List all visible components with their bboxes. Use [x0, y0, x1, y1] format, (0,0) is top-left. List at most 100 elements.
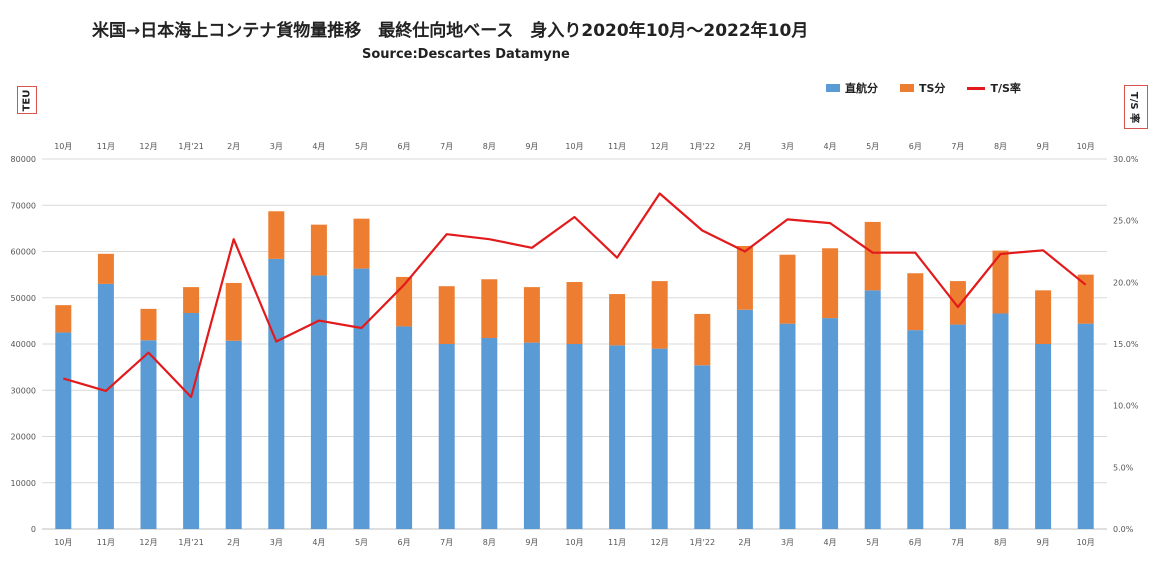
bar-ts — [523, 287, 540, 343]
legend-label-direct: 直航分 — [845, 82, 878, 95]
y-right-tick-label: 25.0% — [1113, 217, 1139, 226]
x-tick-label: 9月 — [1037, 538, 1050, 547]
chart-title: 米国→日本海上コンテナ貨物量推移 最終仕向地ベース 身入り2020年10月～20… — [92, 21, 809, 41]
legend: 直航分 TS分 T/S率 — [826, 80, 1021, 96]
legend-swatch-rate — [967, 86, 986, 90]
bar-ts — [651, 281, 668, 349]
x-top-tick-label: 3月 — [781, 142, 794, 151]
y-left-tick-label: 40000 — [11, 340, 36, 349]
y-left-tick-label: 20000 — [11, 433, 36, 442]
bar-ts — [310, 224, 327, 276]
x-tick-label: 6月 — [398, 538, 411, 547]
x-top-tick-label: 3月 — [270, 142, 283, 151]
bar-ts — [992, 250, 1009, 314]
x-top-tick-label: 12月 — [651, 142, 669, 151]
bar-ts — [481, 279, 498, 338]
x-top-tick-label: 11月 — [97, 142, 115, 151]
legend-item-direct: 直航分 — [826, 80, 878, 96]
bar-direct — [225, 340, 242, 529]
y-right-tick-label: 0.0% — [1113, 525, 1134, 534]
bar-direct — [694, 365, 711, 529]
bar-direct — [268, 258, 285, 529]
bar-ts — [694, 313, 711, 366]
x-top-tick-label: 6月 — [909, 142, 922, 151]
x-tick-label: 9月 — [525, 538, 538, 547]
bar-direct — [310, 275, 327, 529]
bar-direct — [1035, 344, 1052, 529]
x-tick-label: 10月 — [565, 538, 583, 547]
x-top-tick-label: 12月 — [139, 142, 157, 151]
bar-ts — [183, 287, 200, 314]
x-tick-label: 4月 — [312, 538, 325, 547]
x-top-tick-label: 7月 — [440, 142, 453, 151]
x-top-tick-label: 10月 — [1077, 142, 1095, 151]
x-tick-label: 11月 — [608, 538, 626, 547]
bar-ts — [140, 308, 157, 341]
bar-ts — [907, 273, 924, 331]
y-left-tick-label: 50000 — [11, 294, 36, 303]
bar-direct — [779, 323, 796, 529]
bar-direct — [523, 342, 540, 529]
x-tick-label: 8月 — [994, 538, 1007, 547]
x-top-tick-label: 5月 — [355, 142, 368, 151]
x-tick-label: 10月 — [54, 538, 72, 547]
bar-ts — [353, 218, 370, 269]
y-left-tick-label: 30000 — [11, 386, 36, 395]
ts-rate-line — [62, 192, 1087, 399]
bar-direct — [736, 309, 753, 529]
x-tick-label: 1月'22 — [690, 538, 715, 547]
x-tick-label: 7月 — [440, 538, 453, 547]
legend-swatch-direct — [826, 84, 840, 92]
bar-direct — [1077, 323, 1094, 529]
bar-direct — [55, 332, 72, 529]
bar-direct — [651, 348, 668, 529]
x-tick-label: 4月 — [824, 538, 837, 547]
x-top-tick-label: 10月 — [54, 142, 72, 151]
bar-ts — [55, 305, 72, 333]
x-tick-label: 5月 — [866, 538, 879, 547]
x-tick-label: 3月 — [781, 538, 794, 547]
x-top-tick-label: 5月 — [866, 142, 879, 151]
x-top-tick-label: 2月 — [227, 142, 240, 151]
x-top-tick-label: 7月 — [951, 142, 964, 151]
bar-ts — [97, 253, 114, 284]
x-top-tick-label: 9月 — [525, 142, 538, 151]
x-tick-label: 1月'21 — [178, 538, 203, 547]
x-top-tick-label: 1月'22 — [690, 142, 715, 151]
y-left-tick-label: 0 — [31, 525, 36, 534]
bar-direct — [949, 324, 966, 529]
bar-ts — [822, 248, 839, 319]
chart-subtitle: Source:Descartes Datamyne — [362, 47, 570, 62]
bar-ts — [864, 221, 881, 291]
x-top-tick-label: 10月 — [565, 142, 583, 151]
bar-ts — [779, 254, 796, 324]
bar-ts — [949, 281, 966, 325]
legend-item-rate: T/S率 — [967, 80, 1021, 96]
bar-ts — [609, 294, 626, 346]
x-tick-label: 6月 — [909, 538, 922, 547]
x-tick-label: 7月 — [951, 538, 964, 547]
x-tick-label: 2月 — [227, 538, 240, 547]
x-tick-label: 12月 — [651, 538, 669, 547]
y-right-tick-label: 20.0% — [1113, 278, 1139, 287]
bar-direct — [183, 313, 200, 529]
x-top-tick-label: 6月 — [398, 142, 411, 151]
bar-ts — [438, 286, 455, 344]
y-left-tick-label: 10000 — [11, 479, 36, 488]
bar-direct — [864, 290, 881, 529]
y-left-tick-label: 80000 — [11, 155, 36, 164]
legend-label-rate: T/S率 — [990, 82, 1021, 95]
y-left-tick-label: 70000 — [11, 201, 36, 210]
legend-label-ts: TS分 — [919, 82, 946, 95]
y-right-tick-label: 30.0% — [1113, 155, 1139, 164]
bar-ts — [1035, 290, 1052, 344]
bar-direct — [992, 313, 1009, 529]
x-top-tick-label: 4月 — [312, 142, 325, 151]
bar-direct — [140, 340, 157, 529]
x-tick-label: 3月 — [270, 538, 283, 547]
legend-swatch-ts — [900, 84, 914, 92]
x-top-tick-label: 8月 — [994, 142, 1007, 151]
y-right-tick-label: 10.0% — [1113, 402, 1139, 411]
x-tick-label: 5月 — [355, 538, 368, 547]
